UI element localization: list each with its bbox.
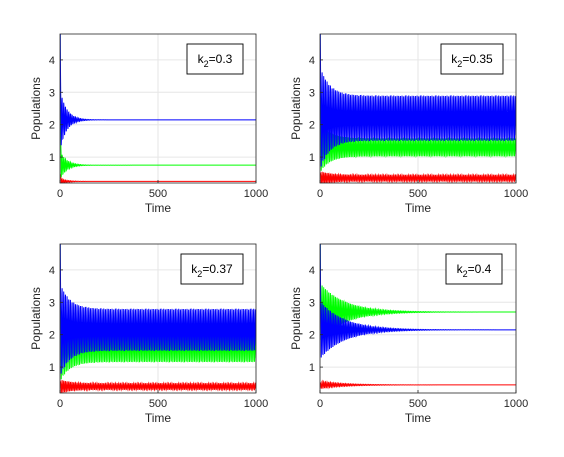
- x-tick-label: 0: [317, 398, 323, 410]
- series-line-2: [320, 34, 516, 171]
- series-line-3: [60, 34, 256, 146]
- series-line-3: [60, 244, 256, 374]
- x-tick-label: 1000: [504, 398, 528, 410]
- y-tick-label: 2: [49, 330, 55, 342]
- annotation-label: k2=0.3: [198, 52, 233, 69]
- annotation-box: [186, 43, 244, 75]
- annotation-value: =0.35: [462, 52, 493, 66]
- annotation-label: k2=0.37: [191, 262, 233, 279]
- y-tick-label: 3: [309, 297, 315, 309]
- x-tick-label: 500: [149, 398, 167, 410]
- y-tick-label: 1: [49, 152, 55, 164]
- x-axis-label: Time: [145, 201, 172, 215]
- x-tick-label: 0: [317, 188, 323, 200]
- y-tick-label: 4: [309, 55, 315, 67]
- x-tick-label: 1000: [504, 188, 528, 200]
- series-line-3: [320, 34, 516, 167]
- y-tick-label: 3: [309, 87, 315, 99]
- annotation-k: k: [451, 52, 458, 66]
- annotation-k: k: [191, 262, 198, 276]
- y-tick-label: 1: [49, 362, 55, 374]
- annotation-value: =0.4: [468, 262, 492, 276]
- annotation-box: [180, 253, 244, 285]
- y-axis-label: Populations: [29, 77, 43, 140]
- series-group: [60, 244, 256, 393]
- y-tick-label: 1: [309, 362, 315, 374]
- x-tick-label: 1000: [244, 188, 268, 200]
- x-axis-label: Time: [405, 201, 432, 215]
- annotation-subscript: 2: [204, 59, 209, 69]
- x-tick-label: 0: [57, 188, 63, 200]
- annotation-subscript: 2: [197, 269, 202, 279]
- series-line-2: [60, 34, 256, 178]
- annotation-value: =0.37: [202, 262, 233, 276]
- y-tick-label: 3: [49, 87, 55, 99]
- y-tick-label: 4: [49, 55, 55, 67]
- series-line-3: [320, 244, 516, 358]
- x-tick-label: 500: [409, 398, 427, 410]
- y-tick-label: 2: [309, 330, 315, 342]
- annotation-box: [440, 43, 504, 75]
- y-axis-label: Populations: [289, 287, 303, 350]
- annotation-subscript: 2: [457, 59, 462, 69]
- y-tick-label: 4: [49, 265, 55, 277]
- y-tick-label: 2: [309, 120, 315, 132]
- x-tick-label: 500: [409, 188, 427, 200]
- x-axis-label: Time: [405, 411, 432, 425]
- annotation-label: k2=0.4: [457, 262, 492, 279]
- series-line-1: [60, 379, 256, 393]
- x-tick-label: 1000: [244, 398, 268, 410]
- series-group: [320, 244, 516, 390]
- annotation-label: k2=0.35: [451, 52, 493, 69]
- y-tick-label: 1: [309, 152, 315, 164]
- x-tick-label: 0: [57, 398, 63, 410]
- annotation-k: k: [198, 52, 205, 66]
- annotation-subscript: 2: [463, 269, 468, 279]
- series-line-1: [320, 379, 516, 390]
- y-axis-label: Populations: [29, 287, 43, 350]
- y-tick-label: 4: [309, 265, 315, 277]
- x-axis-label: Time: [145, 411, 172, 425]
- series-line-2: [320, 244, 516, 340]
- x-tick-label: 500: [149, 188, 167, 200]
- annotation-k: k: [457, 262, 464, 276]
- annotation-box: [445, 253, 503, 285]
- annotation-value: =0.3: [209, 52, 233, 66]
- y-tick-label: 2: [49, 120, 55, 132]
- y-axis-label: Populations: [289, 77, 303, 140]
- y-tick-label: 3: [49, 297, 55, 309]
